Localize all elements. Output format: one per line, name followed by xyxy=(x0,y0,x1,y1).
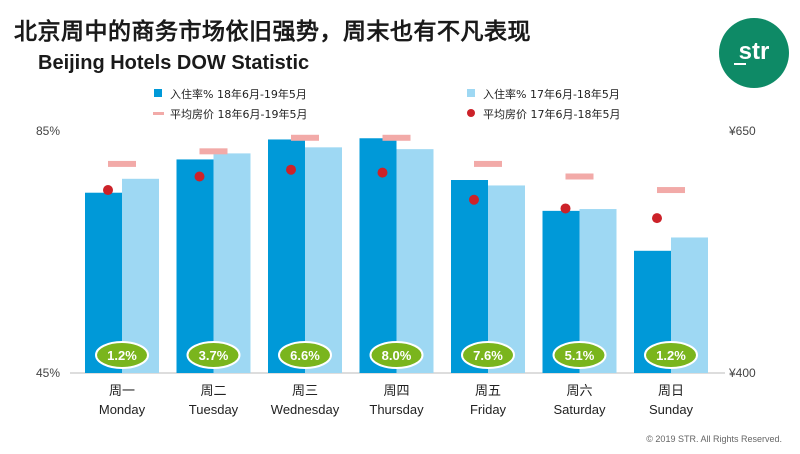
category-label-cn-6: 周日 xyxy=(658,384,684,399)
legend-label-3: 平均房价 17年6月-18年5月 xyxy=(483,107,620,121)
category-label-en-3: Thursday xyxy=(369,402,424,417)
growth-label-5: 5.1% xyxy=(565,348,595,363)
y-left-tick-min: 45% xyxy=(36,366,60,380)
category-label-en-1: Tuesday xyxy=(189,402,239,417)
category-label-cn-5: 周六 xyxy=(566,384,592,399)
growth-badge-0 xyxy=(95,341,149,369)
adr-prior-dot-3 xyxy=(377,167,388,178)
bar-occ-current-3 xyxy=(359,138,397,373)
adr-current-dash-4 xyxy=(474,160,502,167)
growth-badge-2 xyxy=(278,341,332,369)
growth-label-4: 7.6% xyxy=(473,348,503,363)
category-label-cn-4: 周五 xyxy=(475,384,501,399)
adr-current-dash-2 xyxy=(291,134,319,141)
growth-badge-1 xyxy=(186,341,241,369)
adr-current-dash-1 xyxy=(199,148,228,155)
growth-badge-5 xyxy=(552,341,607,369)
category-label-cn-2: 周三 xyxy=(292,384,318,399)
bar-occ-prior-1 xyxy=(213,153,251,373)
growth-label-2: 6.6% xyxy=(290,348,320,363)
growth-label-3: 8.0% xyxy=(382,348,412,363)
y-right-tick-min: ¥400 xyxy=(728,366,756,380)
str-logo: str xyxy=(719,18,789,88)
bar-occ-current-2 xyxy=(268,139,305,373)
category-label-en-2: Wednesday xyxy=(271,402,340,417)
legend-label-2: 平均房价 18年6月-19年5月 xyxy=(170,107,307,121)
adr-prior-dot-0 xyxy=(103,185,113,196)
category-label-cn-0: 周一 xyxy=(109,384,135,399)
adr-current-dash-5 xyxy=(565,173,594,180)
category-label-en-0: Monday xyxy=(99,402,146,417)
category-label-cn-3: 周四 xyxy=(383,384,409,399)
growth-badge-4 xyxy=(461,341,515,369)
growth-badge-6 xyxy=(644,341,698,369)
adr-current-dash-6 xyxy=(657,187,685,194)
adr-current-dash-0 xyxy=(108,160,136,167)
copyright-notice: © 2019 STR. All Rights Reserved. xyxy=(646,434,782,444)
adr-current-dash-3 xyxy=(382,134,411,141)
bar-occ-current-1 xyxy=(176,159,214,373)
category-label-cn-1: 周二 xyxy=(200,384,226,399)
svg-text:str: str xyxy=(739,38,770,65)
bar-occ-prior-3 xyxy=(396,149,434,373)
category-label-en-5: Saturday xyxy=(553,402,606,417)
adr-prior-dot-4 xyxy=(469,194,479,205)
y-right-tick-max: ¥650 xyxy=(728,124,756,138)
category-label-en-4: Friday xyxy=(470,402,507,417)
legend-swatch-0 xyxy=(154,89,162,97)
legend-swatch-1 xyxy=(467,89,475,97)
bar-occ-prior-0 xyxy=(122,178,159,373)
y-left-tick-max: 85% xyxy=(36,124,60,138)
growth-label-6: 1.2% xyxy=(656,348,686,363)
growth-badge-3 xyxy=(369,341,424,369)
bar-occ-current-4 xyxy=(451,180,488,373)
growth-label-1: 3.7% xyxy=(199,348,229,363)
bar-occ-prior-2 xyxy=(305,147,342,373)
adr-prior-dot-5 xyxy=(560,203,571,214)
legend-label-0: 入住率% 18年6月-19年5月 xyxy=(170,87,307,101)
chart-title: Beijing Hotels DOW Statistic xyxy=(38,52,310,74)
growth-label-0: 1.2% xyxy=(107,348,137,363)
category-label-en-6: Sunday xyxy=(649,402,694,417)
page-title-chinese: 北京周中的商务市场依旧强势，周末也有不凡表现 xyxy=(14,19,531,45)
legend-label-1: 入住率% 17年6月-18年5月 xyxy=(483,87,620,101)
legend-swatch-3 xyxy=(467,109,475,117)
adr-prior-dot-1 xyxy=(194,171,205,182)
legend-swatch-2 xyxy=(153,112,164,115)
adr-prior-dot-2 xyxy=(286,164,296,175)
adr-prior-dot-6 xyxy=(652,213,662,224)
